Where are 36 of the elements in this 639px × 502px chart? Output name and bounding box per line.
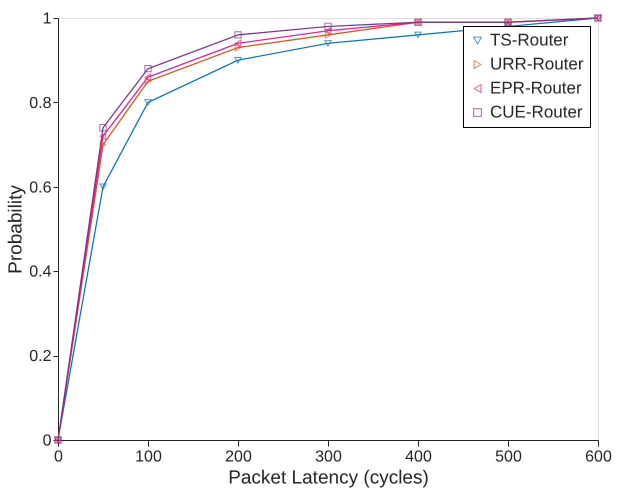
point <box>234 40 242 47</box>
point <box>234 31 242 39</box>
point <box>144 64 152 72</box>
y-tick-label: 1 <box>42 10 52 28</box>
legend-label: CUE-Router <box>490 102 583 122</box>
x-tick-label: 0 <box>54 448 64 466</box>
y-tick-label: 0.8 <box>29 94 52 112</box>
y-tick-label: 0.6 <box>29 179 52 196</box>
point <box>99 184 107 190</box>
x-tick-label: 500 <box>495 448 522 466</box>
legend-label: URR-Router <box>490 54 584 74</box>
point <box>324 22 332 30</box>
point <box>99 124 107 132</box>
point <box>144 78 152 85</box>
point <box>234 44 242 52</box>
x-tick-label: 400 <box>405 448 432 466</box>
legend-label: EPR-Router <box>490 78 582 98</box>
point <box>324 31 332 39</box>
x-axis-title: Packet Latency (cycles) <box>228 468 429 488</box>
x-tick-label: 600 <box>585 448 612 466</box>
point <box>414 32 422 38</box>
y-tick-label: 0.2 <box>29 348 52 366</box>
y-tick-label: 0.4 <box>29 264 52 281</box>
point <box>234 56 242 64</box>
x-tick-label: 200 <box>225 448 252 466</box>
point <box>144 99 152 106</box>
x-tick-label: 300 <box>315 448 342 466</box>
point <box>324 27 332 34</box>
y-tick-label: 0 <box>42 432 52 450</box>
y-axis-title: Probability <box>5 184 26 274</box>
legend-label: TS-Router <box>490 30 569 50</box>
point <box>100 140 106 148</box>
point <box>324 40 332 47</box>
point <box>144 73 152 81</box>
point <box>100 132 106 140</box>
x-tick-label: 100 <box>135 448 162 466</box>
